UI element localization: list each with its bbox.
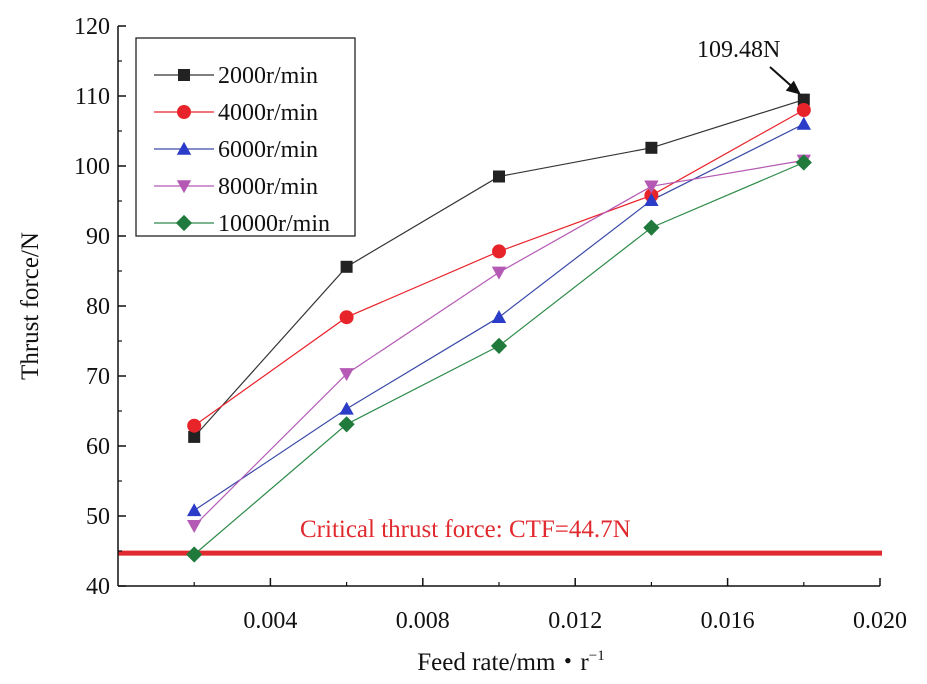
y-tick-label-100: 100 bbox=[74, 154, 110, 180]
y-tick-label-90: 90 bbox=[86, 224, 110, 250]
x-axis-title: Feed rate/mm・r−1 bbox=[417, 648, 604, 676]
data-point-6000r/min-1 bbox=[339, 401, 354, 415]
legend: 2000r/min 4000r/min 6000r/min 8000r/min 1000… bbox=[135, 37, 356, 237]
data-point-10000r/min-0 bbox=[186, 546, 203, 563]
data-point-10000r/min-2 bbox=[490, 337, 508, 354]
data-point-8000r/min-2 bbox=[491, 266, 507, 280]
data-point-8000r/min-1 bbox=[339, 368, 354, 382]
x-axis-title-superscript: −1 bbox=[589, 648, 605, 664]
data-point-4000r/min-1 bbox=[339, 310, 354, 325]
legend-label-2000r/min: 2000r/min bbox=[218, 63, 318, 89]
annotations: 109.48N bbox=[697, 37, 801, 95]
y-tick-label-50: 50 bbox=[86, 504, 110, 530]
legend-box bbox=[135, 37, 356, 237]
data-point-6000r/min-0 bbox=[187, 503, 202, 517]
data-point-4000r/min-4 bbox=[796, 103, 811, 117]
data-point-10000r/min-4 bbox=[795, 154, 812, 171]
critical-thrust-label: Critical thrust force: CTF=44.7N bbox=[300, 516, 631, 543]
y-tick-label-60: 60 bbox=[86, 434, 110, 460]
y-tick-label-70: 70 bbox=[86, 364, 110, 390]
data-point-6000r/min-2 bbox=[491, 310, 507, 323]
legend-marker-8000r/min bbox=[176, 180, 192, 194]
data-point-10000r/min-3 bbox=[643, 219, 660, 236]
data-point-4000r/min-2 bbox=[492, 244, 506, 259]
legend-marker-10000r/min bbox=[175, 214, 193, 232]
legend-marker-2000r/min bbox=[178, 69, 190, 81]
x-tick-label-1: 0.008 bbox=[396, 608, 450, 634]
axes: 40 50 60 70 80 90 100 110 120 0.004 0.008 0.012 0.01… bbox=[17, 14, 907, 676]
data-point-2000r/min-1 bbox=[340, 260, 353, 273]
data-point-2000r/min-0 bbox=[188, 430, 201, 443]
data-point-2000r/min-3 bbox=[645, 141, 658, 154]
legend-label-6000r/min: 6000r/min bbox=[218, 137, 318, 163]
annotation-arrowhead-0 bbox=[785, 80, 801, 95]
data-point-8000r/min-3 bbox=[644, 180, 659, 194]
legend-label-8000r/min: 8000r/min bbox=[218, 174, 318, 200]
legend-marker-6000r/min bbox=[176, 141, 192, 155]
x-tick-label-2: 0.012 bbox=[548, 608, 602, 634]
y-axis-title: Thrust force/N bbox=[17, 232, 44, 380]
y-tick-label-120: 120 bbox=[74, 14, 110, 40]
data-point-2000r/min-4 bbox=[797, 93, 810, 106]
legend-label-10000r/min: 10000r/min bbox=[218, 211, 330, 237]
data-point-4000r/min-0 bbox=[187, 418, 202, 433]
reference-layer: Critical thrust force: CTF=44.7N bbox=[118, 516, 882, 556]
data-point-2000r/min-2 bbox=[493, 170, 505, 183]
data-point-10000r/min-1 bbox=[338, 416, 355, 433]
data-point-8000r/min-0 bbox=[187, 520, 202, 533]
data-point-6000r/min-3 bbox=[644, 193, 659, 207]
x-tick-label-4: 0.020 bbox=[853, 608, 907, 634]
annotation-label-0: 109.48N bbox=[697, 37, 780, 63]
y-tick-label-80: 80 bbox=[86, 294, 110, 320]
data-point-6000r/min-4 bbox=[796, 116, 811, 130]
y-tick-label-40: 40 bbox=[86, 574, 110, 600]
y-tick-label-110: 110 bbox=[75, 84, 110, 110]
legend-label-4000r/min: 4000r/min bbox=[218, 100, 318, 126]
x-tick-label-3: 0.016 bbox=[701, 608, 755, 634]
legend-marker-4000r/min bbox=[177, 105, 191, 119]
x-tick-label-0: 0.004 bbox=[243, 608, 297, 634]
series-markers bbox=[186, 93, 812, 563]
